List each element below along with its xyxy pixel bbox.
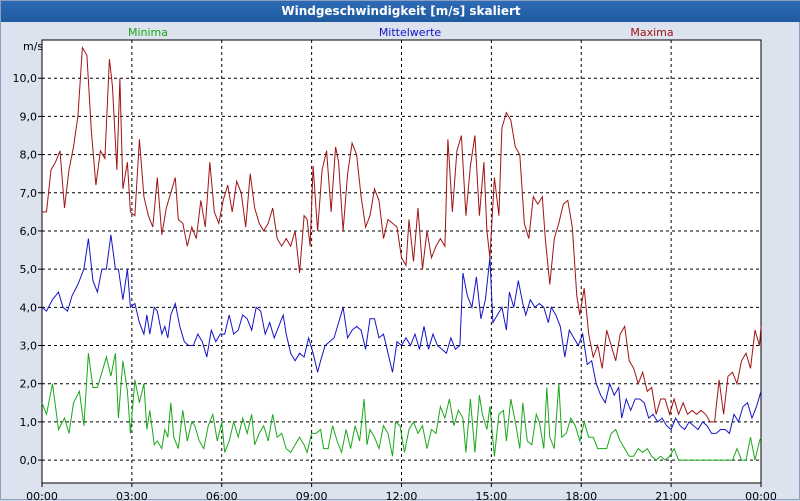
y-tick-label: 3,0 <box>20 340 38 353</box>
y-tick-label: 8,0 <box>20 149 38 162</box>
y-tick-label: 4,0 <box>20 301 38 314</box>
x-tick-time-label: 00:00 <box>745 490 777 501</box>
legend-label-mittelwerte: Mittelwerte <box>379 26 442 39</box>
y-tick-label: 6,0 <box>20 225 38 238</box>
chart-title: Windgeschwindigkeit [m/s] skaliert <box>1 1 800 22</box>
x-tick-time-label: 06:00 <box>206 490 238 501</box>
series-line-mittelwerte <box>41 234 762 435</box>
x-tick-time-label: 15:00 <box>476 490 508 501</box>
legend: Minima Mittelwerte Maxima <box>128 26 674 39</box>
series-line-maxima <box>42 45 762 423</box>
x-tick-time-label: 03:00 <box>116 490 148 501</box>
x-tick-time-label: 21:00 <box>655 490 687 501</box>
y-tick-label: 0,0 <box>20 454 38 467</box>
y-tick-label: 1,0 <box>20 416 38 429</box>
y-tick-label: 10,0 <box>13 72 38 85</box>
x-axis: 00:0025.08.1503:0025.08.1506:0025.08.150… <box>26 483 777 501</box>
y-tick-label: 9,0 <box>20 110 38 123</box>
x-tick-time-label: 09:00 <box>296 490 328 501</box>
legend-label-minima: Minima <box>128 26 168 39</box>
y-tick-label: 2,0 <box>20 378 38 391</box>
x-tick-time-label: 12:00 <box>386 490 418 501</box>
wind-speed-chart: 0,0 1,0 2,0 3,0 4,0 5,0 6,0 7,0 8,0 9,0 10,0 00:00… <box>13 26 777 501</box>
grid <box>42 40 761 483</box>
x-tick-time-label: 00:00 <box>26 490 58 501</box>
series-group <box>41 45 762 461</box>
x-tick-time-label: 18:00 <box>565 490 597 501</box>
y-tick-label: 5,0 <box>20 263 38 276</box>
series-line-minima <box>41 353 762 461</box>
legend-label-maxima: Maxima <box>630 26 673 39</box>
y-tick-label: 7,0 <box>20 187 38 200</box>
y-axis-unit: m/s <box>23 40 43 53</box>
y-axis: 0,0 1,0 2,0 3,0 4,0 5,0 6,0 7,0 8,0 9,0 10,0 <box>13 72 42 467</box>
